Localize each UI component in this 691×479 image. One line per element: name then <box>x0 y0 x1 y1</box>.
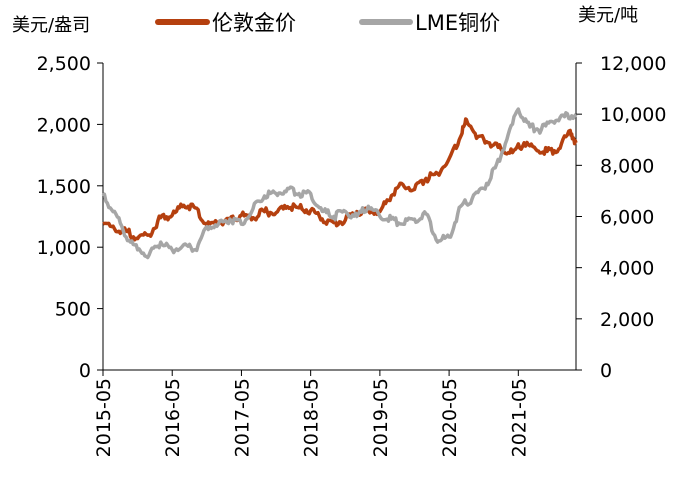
legend: 伦敦金价 LME铜价 <box>155 11 500 35</box>
right-tick-label: 0 <box>600 360 612 382</box>
series-lines <box>101 107 578 260</box>
x-tick-label: 2018-05 <box>301 378 323 457</box>
right-tick-label: 6,000 <box>600 207 654 229</box>
series-line-copper <box>101 107 578 260</box>
x-tick-label: 2021-05 <box>508 378 530 457</box>
x-tick-label: 2019-05 <box>370 378 392 457</box>
right-tick-label: 8,000 <box>600 155 654 177</box>
left-tick-label: 2,000 <box>37 114 91 136</box>
left-tick-label: 2,500 <box>37 53 91 75</box>
x-tick-label: 2015-05 <box>93 378 115 457</box>
x-tick-label: 2016-05 <box>162 378 184 457</box>
right-tick-label: 10,000 <box>600 104 666 126</box>
right-axis-unit: 美元/吨 <box>578 5 638 26</box>
x-tick-label: 2020-05 <box>439 378 461 457</box>
left-axis-unit: 美元/盎司 <box>12 15 90 36</box>
left-tick-label: 500 <box>55 299 91 321</box>
right-y-axis: 0 2,000 4,000 6,000 8,000 10,000 12,000 <box>575 53 666 382</box>
left-y-axis: 0 500 1,000 1,500 2,000 2,500 <box>37 53 104 382</box>
legend-label-gold: 伦敦金价 <box>212 11 296 35</box>
series-line-gold <box>102 117 578 242</box>
left-tick-label: 0 <box>79 360 91 382</box>
left-tick-label: 1,000 <box>37 237 91 259</box>
right-tick-label: 4,000 <box>600 258 654 280</box>
x-axis: 2015-05 2016-05 2017-05 2018-05 2019-05 2020-… <box>93 369 576 457</box>
right-tick-label: 2,000 <box>600 309 654 331</box>
legend-label-copper: LME铜价 <box>415 11 500 35</box>
left-tick-label: 1,500 <box>37 176 91 198</box>
x-tick-label: 2017-05 <box>231 378 253 457</box>
right-tick-label: 12,000 <box>600 53 666 75</box>
